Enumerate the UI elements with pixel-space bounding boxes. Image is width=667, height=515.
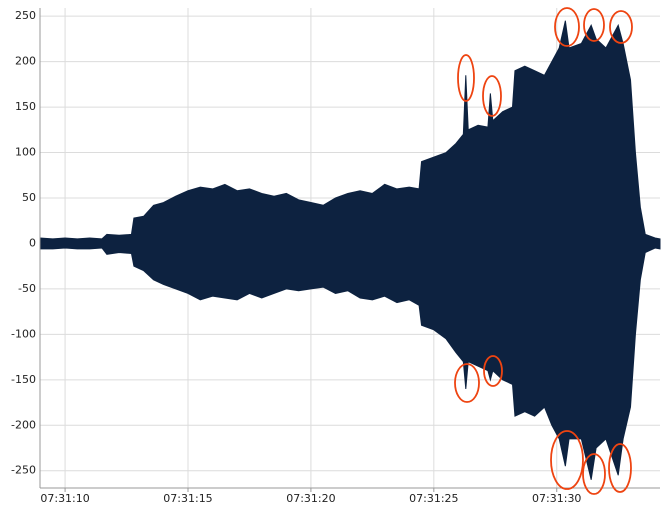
y-tick-label: -50 xyxy=(18,282,36,295)
plot xyxy=(39,20,661,480)
y-tick-label: 250 xyxy=(15,9,36,22)
x-tick-label: 07:31:25 xyxy=(409,492,458,505)
peak-annotations xyxy=(454,7,633,495)
y-tick-label: 150 xyxy=(15,100,36,113)
peak-circle xyxy=(483,355,503,387)
y-tick-label: -150 xyxy=(11,373,36,386)
y-tick-label: 50 xyxy=(22,191,36,204)
peak-circle xyxy=(457,54,475,102)
y-tick-label: 200 xyxy=(15,55,36,68)
peak-circle xyxy=(554,7,580,47)
x-tick-label: 07:31:10 xyxy=(40,492,89,505)
y-tick-label: -250 xyxy=(11,464,36,477)
y-tick-label: -100 xyxy=(11,327,36,340)
y-tick-label: -200 xyxy=(11,418,36,431)
peak-circle xyxy=(609,10,633,44)
peak-circle xyxy=(550,430,584,490)
peak-circle xyxy=(583,8,605,42)
waveform-envelope xyxy=(39,20,661,244)
peak-circle xyxy=(582,453,606,495)
peak-circle xyxy=(482,75,502,117)
y-tick-label: 100 xyxy=(15,146,36,159)
peak-circle xyxy=(608,443,632,493)
x-tick-label: 07:31:20 xyxy=(286,492,335,505)
x-tick-label: 07:31:15 xyxy=(163,492,212,505)
waveform-envelope xyxy=(39,242,661,480)
x-tick-label: 07:31:30 xyxy=(532,492,581,505)
y-tick-label: 0 xyxy=(29,236,36,249)
peak-circle xyxy=(454,363,480,403)
